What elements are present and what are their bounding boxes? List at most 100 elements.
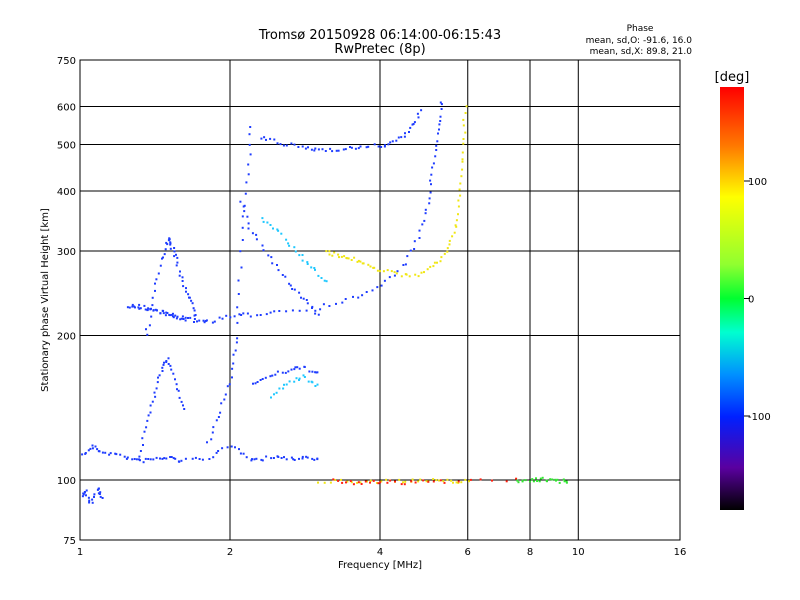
data-point — [360, 483, 363, 485]
data-point — [169, 243, 172, 246]
data-point — [174, 378, 176, 381]
data-point — [165, 311, 168, 314]
data-point — [301, 254, 304, 256]
data-point — [452, 481, 454, 484]
data-point — [93, 495, 95, 498]
data-point — [204, 320, 207, 322]
data-point — [166, 312, 169, 314]
data-point — [149, 458, 152, 461]
data-point — [442, 480, 445, 483]
data-point — [138, 307, 141, 310]
data-point — [144, 308, 147, 311]
data-point — [221, 317, 224, 320]
data-point — [202, 319, 205, 322]
data-point — [175, 253, 177, 256]
data-point — [536, 480, 539, 482]
data-point — [146, 419, 149, 422]
data-point — [176, 256, 179, 259]
data-point — [194, 456, 197, 459]
data-point — [316, 383, 319, 386]
data-point — [424, 208, 427, 211]
data-point — [516, 479, 519, 482]
data-point — [328, 305, 331, 307]
data-point — [261, 459, 264, 462]
data-point — [184, 457, 187, 460]
data-point — [293, 380, 296, 383]
data-point — [180, 400, 183, 403]
data-point — [99, 495, 102, 498]
data-point — [380, 146, 383, 148]
y-axis-label: Stationary phase Virtual Height [km] — [40, 208, 51, 392]
data-point — [251, 458, 253, 461]
data-point — [524, 479, 527, 482]
data-point — [413, 240, 416, 243]
data-point — [565, 481, 568, 484]
data-point — [269, 224, 272, 226]
data-point — [270, 457, 273, 460]
data-point — [284, 275, 287, 278]
data-point — [313, 149, 316, 152]
data-point — [167, 363, 170, 365]
data-point — [350, 481, 353, 484]
data-point — [181, 315, 184, 318]
data-point — [260, 137, 263, 140]
data-point — [439, 260, 442, 263]
data-point — [285, 238, 288, 241]
data-point — [281, 371, 284, 374]
data-point — [317, 481, 319, 484]
data-point — [88, 501, 91, 504]
colorbar-label: [deg] — [715, 70, 750, 85]
data-point — [402, 481, 404, 484]
data-point — [314, 385, 317, 387]
data-point — [397, 136, 400, 139]
data-point — [169, 242, 172, 245]
data-point — [420, 271, 423, 274]
data-point — [439, 115, 442, 118]
data-point — [379, 270, 381, 273]
data-point — [432, 478, 435, 481]
data-point — [376, 286, 379, 289]
data-point — [438, 128, 440, 131]
data-point — [145, 328, 147, 331]
data-point — [469, 478, 472, 481]
data-point — [101, 451, 104, 454]
data-point — [162, 256, 164, 259]
data-point — [283, 456, 285, 459]
data-point — [289, 284, 292, 287]
data-point — [272, 457, 275, 459]
data-point — [389, 141, 392, 144]
data-point — [104, 451, 107, 454]
data-point — [210, 438, 213, 441]
data-point — [439, 101, 442, 104]
data-point — [188, 296, 191, 299]
data-point — [165, 241, 168, 244]
data-point — [98, 493, 101, 495]
data-point — [256, 381, 259, 383]
data-point — [280, 232, 283, 235]
data-point — [437, 132, 439, 135]
data-point — [411, 478, 414, 481]
data-point — [269, 375, 272, 378]
data-point — [239, 200, 242, 203]
data-point — [308, 370, 311, 373]
data-point — [350, 259, 353, 261]
data-point — [101, 497, 104, 499]
data-point — [464, 131, 467, 134]
data-point — [81, 453, 84, 456]
data-point — [341, 301, 344, 304]
data-point — [162, 363, 165, 366]
data-point — [198, 458, 201, 460]
data-point — [162, 310, 165, 312]
data-point — [430, 183, 432, 186]
y-tick-label: 400 — [57, 187, 76, 198]
data-point — [295, 377, 298, 380]
data-point — [379, 481, 382, 484]
data-point — [464, 478, 467, 481]
data-point — [417, 116, 420, 119]
data-point — [328, 250, 331, 253]
data-point — [97, 450, 100, 453]
data-point — [147, 307, 150, 310]
data-point — [393, 274, 396, 277]
data-point — [448, 243, 451, 246]
data-point — [172, 372, 175, 375]
